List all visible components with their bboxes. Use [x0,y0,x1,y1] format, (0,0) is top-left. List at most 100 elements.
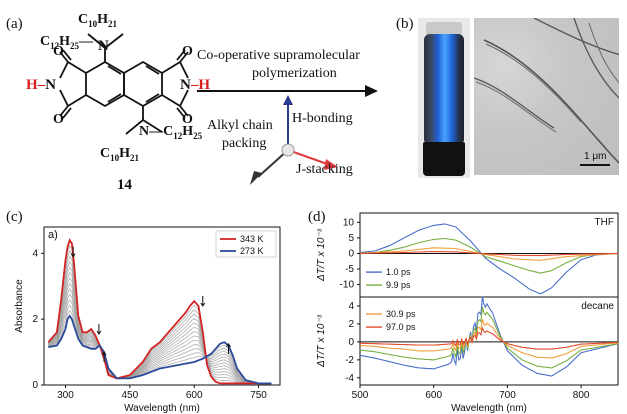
y-tick-label: 0 [348,337,354,348]
bottom-legend-label: 97.0 ps [386,322,416,332]
y-tick-label: -4 [345,373,354,384]
process-arrow [197,85,378,97]
bottom-solvent-tag: decane [581,301,614,312]
intermediate-curve [48,293,272,384]
atom-o-bottom-left: O [53,112,64,127]
substituent-c12-top: C12H25— [40,34,94,51]
x-tick-label: 500 [352,390,369,401]
bottom-series-line [359,326,619,350]
tem-micrograph: 1 μm [474,18,619,175]
top-series-line [359,251,619,257]
intermediate-curve [48,298,272,384]
intermediate-curve [48,287,272,384]
y-tick-label: 4 [348,301,354,312]
panel-d-label: (d) [308,209,326,225]
axis-alkyl-line2: packing [222,136,267,151]
vial-rim [426,22,462,36]
y-tick-label: 2 [32,314,38,325]
y-tick-label: 0 [32,380,38,391]
process-label-line1: Co-operative supramolecular [197,48,360,63]
intermediate-curve [48,250,272,384]
compound-number: 14 [117,177,132,193]
legend-label: 273 K [240,246,264,256]
x-tick-label: 800 [573,390,590,401]
panel-c-label: (c) [6,209,23,225]
top-legend-label: 1.0 ps [386,267,411,277]
x-tick-label: 300 [57,390,74,401]
axis-h-bonding: H-bonding [292,111,353,126]
trend-arrow-head [200,302,206,307]
x-tick-label: 600 [186,390,203,401]
y-tick-label: 0 [348,248,354,259]
intermediate-curve [48,255,272,384]
axis-alkyl-line1: Alkyl chain [207,118,273,133]
intermediate-curve [48,271,272,384]
molecule-structure [59,33,189,135]
substituent-c10-bottom: C10H21 [100,146,140,163]
x-tick-label: 750 [250,390,267,401]
intermediate-curve [48,304,272,384]
bottom-legend-label: 30.9 ps [386,309,416,319]
y-tick-label: 2 [348,319,354,330]
transient-chart: 500 600 700 800 10 5 0 -5 -10 4 2 0 -2 -4 Wavelength (… [316,212,619,414]
trend-arrow-head [70,253,76,258]
trend-arrow-head [96,330,102,335]
series-line-343-K [47,238,272,385]
y-axis-label: Absorbance [14,279,25,333]
intermediate-curve [47,244,272,384]
top-series-line [359,237,619,274]
vial-cap [423,142,465,176]
x-axis-label: Wavelength (nm) [451,403,527,414]
top-legend-label: 9.9 ps [386,280,411,290]
scale-bar-label: 1 μm [584,151,607,162]
trend-arrow-head [101,351,107,356]
process-label-line2: polymerization [252,66,337,81]
bottom-series-line [359,306,619,369]
top-solvent-tag: THF [595,217,614,228]
bottom-y-axis-label: ΔT/T x 10⁻³ [316,314,327,368]
uvvis-chart: 300 450 600 750 0 2 4 Wavelength (nm) Absorbance… [14,226,281,414]
y-tick-label: -2 [345,355,354,366]
vial-gel [424,34,464,142]
nh-right: N–H [180,77,211,93]
gel-vial-photo [418,18,470,178]
top-series-line [359,247,619,261]
panel-a-label: (a) [6,16,23,32]
x-tick-label: 450 [121,390,138,401]
interaction-axes [250,95,338,185]
atom-o-bottom-right: O [182,112,193,127]
intermediate-curve [48,282,272,384]
substituent-c12-bottom: N—C12H25 [139,124,203,141]
atom-o-top-right: O [182,44,193,59]
y-tick-label: 5 [348,233,354,244]
trend-arrow-head [226,342,231,348]
axis-j-stacking: J-stacking [296,162,353,177]
intermediate-curve [48,266,272,384]
intermediate-curve [48,260,272,384]
scale-bar [580,164,610,166]
y-tick-label: 4 [32,248,38,259]
y-tick-label: -5 [345,264,354,275]
atom-o-top-left: O [53,44,64,59]
bottom-plot-frame [359,296,619,386]
atom-n-top: N [98,38,109,54]
top-series-line [359,223,619,295]
substituent-c10-top: C10H21 [78,12,118,29]
x-tick-label: 600 [425,390,442,401]
bottom-series-line [359,319,619,359]
x-axis-label: Wavelength (nm) [124,403,200,414]
bottom-series-line [359,296,619,377]
panel-b-label: (b) [396,16,414,32]
atom-n-left: N [45,77,57,93]
inner-panel-label: a) [48,229,58,241]
legend-label: 343 K [240,234,264,244]
series-line-273-K [48,314,272,385]
legend-box [215,230,277,258]
x-tick-label: 700 [499,390,516,401]
y-tick-label: -10 [340,280,355,291]
fibers [474,18,619,165]
intermediate-curve [48,277,272,384]
top-y-axis-label: ΔT/T x 10⁻³ [316,228,327,282]
nh-left: H–N [26,77,57,93]
y-tick-label: 10 [343,217,355,228]
